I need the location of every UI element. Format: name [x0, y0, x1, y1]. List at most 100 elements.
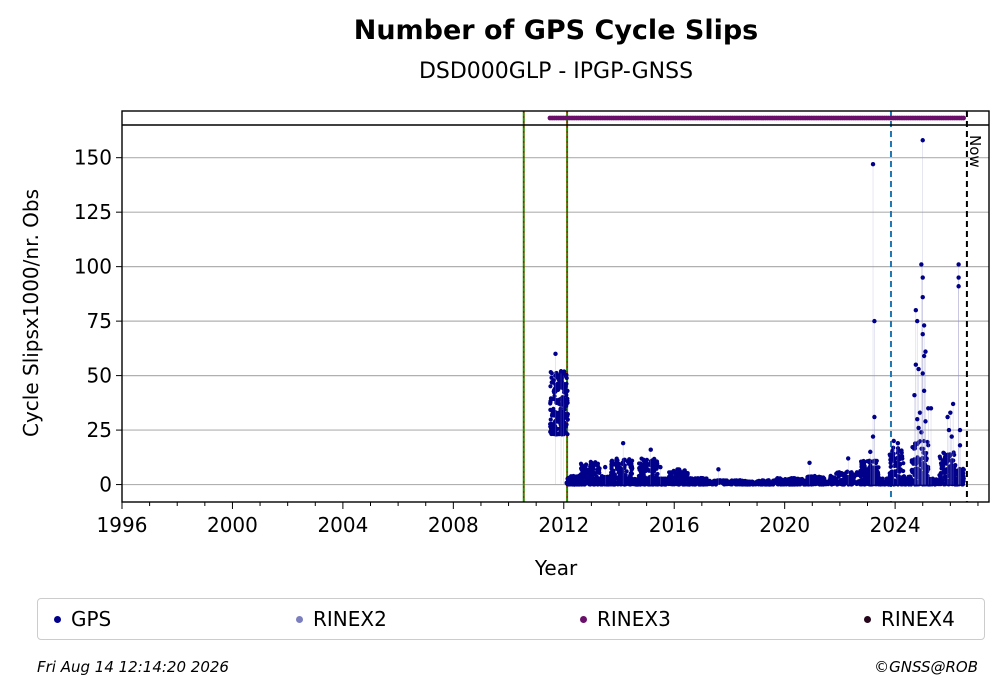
gps-point — [552, 390, 557, 395]
gps-point — [699, 477, 704, 482]
gps-point — [895, 440, 901, 446]
gps-point — [561, 381, 566, 386]
vertical-markers — [522, 111, 968, 502]
gps-point — [780, 478, 785, 483]
gps-point — [806, 474, 811, 479]
gps-point — [913, 362, 919, 367]
gps-point — [920, 275, 925, 280]
gps-point — [859, 463, 864, 468]
gps-point — [603, 464, 608, 470]
gps-point — [557, 380, 563, 386]
gps-point — [864, 470, 870, 476]
timestamp: Fri Aug 14 12:14:20 2026 — [37, 658, 229, 676]
gps-point — [582, 463, 587, 469]
gps-point — [924, 456, 930, 461]
gps-point — [921, 446, 926, 451]
gps-point — [813, 476, 819, 481]
gps-point — [784, 481, 789, 486]
gps-point — [918, 475, 923, 480]
gps-point — [956, 284, 961, 289]
gps-point — [654, 459, 660, 464]
legend-item-rinex4: RINEX4 — [864, 599, 955, 639]
legend-label-rinex4: RINEX4 — [881, 607, 955, 631]
gps-point — [915, 416, 920, 422]
gps-point — [597, 466, 602, 471]
gps-point — [549, 371, 554, 376]
gps-point — [791, 481, 797, 486]
gps-point — [754, 479, 759, 484]
gps-point — [908, 475, 913, 480]
gps-point — [814, 479, 819, 484]
gps-point — [776, 482, 781, 487]
gps-point — [960, 482, 965, 487]
gps-point — [564, 431, 569, 436]
gps-point — [899, 448, 904, 453]
gps-point — [549, 426, 554, 431]
gps-point — [857, 478, 862, 483]
gps-point — [949, 434, 954, 439]
gps-point — [671, 468, 676, 473]
gps-point — [925, 439, 930, 445]
gps-point — [914, 474, 919, 479]
gps-point — [557, 432, 562, 437]
gps-point — [888, 464, 893, 469]
gps-point — [650, 463, 655, 468]
y-tick-label: 100 — [74, 255, 112, 279]
gps-point — [795, 476, 800, 481]
gps-point — [655, 482, 660, 487]
gps-point — [941, 463, 946, 469]
gps-point — [615, 458, 620, 463]
gps-point — [956, 478, 961, 484]
gps-point — [887, 473, 893, 478]
gps-point — [612, 474, 617, 480]
gps-point — [837, 480, 842, 486]
gps-point — [615, 464, 620, 470]
gps-point — [931, 477, 936, 482]
gps-point — [828, 475, 833, 480]
gps-point — [604, 476, 609, 481]
legend-label-gps: GPS — [71, 607, 112, 631]
gps-point — [866, 479, 871, 484]
gps-points — [548, 138, 966, 487]
gps-point — [799, 476, 805, 482]
gps-point — [900, 454, 905, 459]
gps-point — [943, 452, 948, 457]
gps-point — [558, 406, 563, 411]
gps-point — [570, 475, 575, 480]
gps-point — [553, 351, 558, 357]
gps-point — [842, 480, 847, 485]
x-tick-label: 1996 — [97, 513, 148, 537]
gps-point — [942, 481, 947, 487]
gps-point — [854, 481, 859, 487]
gps-point — [595, 470, 600, 475]
gps-point — [938, 456, 943, 461]
gps-point — [817, 482, 822, 487]
gps-point — [872, 414, 877, 420]
gps-point — [854, 470, 860, 475]
gps-point — [896, 468, 901, 473]
gps-point — [947, 454, 952, 459]
gps-point — [694, 477, 699, 483]
gps-point — [957, 443, 963, 448]
gps-point — [891, 445, 896, 450]
gps-point — [821, 475, 826, 480]
chart-svg: 0 25 50 75 100 125 150 1996 2000 2004 2008 2012 2016… — [19, 110, 990, 580]
gps-point — [564, 375, 569, 381]
gps-point — [920, 371, 925, 376]
gps-point — [676, 467, 681, 472]
legend-marker-gps — [54, 615, 61, 623]
y-tick-label: 50 — [87, 364, 112, 388]
gps-point — [562, 420, 567, 425]
gps-point — [937, 477, 942, 483]
gps-point — [888, 460, 893, 466]
gps-point — [612, 481, 617, 486]
gps-point — [654, 472, 659, 478]
x-tick-label: 2020 — [759, 513, 810, 537]
gps-point — [622, 465, 627, 470]
x-tick-label: 2008 — [428, 513, 479, 537]
gps-point — [712, 479, 718, 484]
rinex3-point — [961, 115, 966, 121]
gps-point — [666, 478, 671, 483]
gps-point — [624, 469, 629, 474]
gps-point — [678, 481, 683, 486]
